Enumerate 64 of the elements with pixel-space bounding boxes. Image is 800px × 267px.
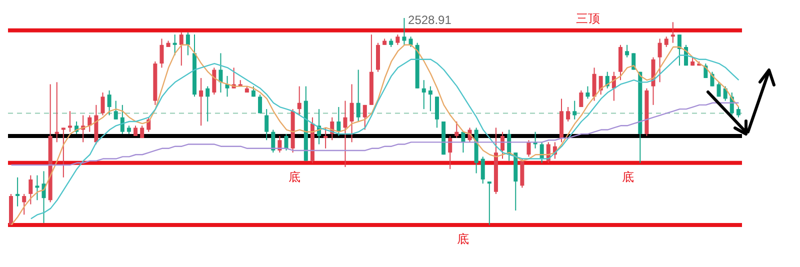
candlestick: [736, 106, 740, 118]
candlestick: [179, 32, 184, 66]
ref-line-label: 底: [457, 232, 470, 246]
candlestick: [566, 106, 570, 122]
candlestick: [579, 90, 584, 108]
candlestick: [434, 96, 439, 128]
candlestick: [114, 100, 118, 120]
candlestick: [134, 125, 138, 136]
candlestick: [54, 82, 59, 143]
candlestick: [526, 140, 531, 158]
candlestick: [356, 69, 360, 122]
candlestick: [258, 94, 262, 114]
candlestick: [670, 22, 675, 44]
candlestick: [625, 44, 630, 58]
candlestick: [186, 32, 190, 56]
candlestick: [107, 90, 112, 116]
candlestick: [454, 121, 459, 139]
candlestick: [100, 92, 105, 116]
candlestick: [212, 67, 216, 96]
candlestick: [396, 34, 400, 46]
candlestick: [61, 127, 66, 178]
candlestick: [28, 174, 33, 205]
candlestick: [16, 176, 20, 207]
candlestick: [664, 36, 668, 48]
candlestick: [677, 34, 682, 66]
candlestick: [422, 80, 426, 110]
candlestick: [218, 52, 223, 94]
candlestick: [206, 86, 210, 122]
candlestick: [448, 135, 452, 170]
candlestick: [160, 38, 164, 68]
candlestick: [88, 114, 92, 132]
candlestick: [22, 193, 26, 216]
candlestick: [586, 86, 590, 100]
candlestick: [199, 78, 204, 126]
candlestick: [632, 52, 636, 70]
candlestick: [140, 125, 144, 139]
candlestick: [264, 108, 269, 141]
annotation: 底: [622, 170, 634, 184]
ref-line-label: 底: [288, 170, 300, 184]
candlestick: [343, 100, 348, 168]
candlestick: [480, 156, 485, 184]
candlestick: [658, 38, 662, 83]
candlestick: [592, 67, 596, 102]
candlestick: [428, 86, 432, 112]
ref-line-label: 三顶: [576, 11, 600, 26]
candlestick: [572, 100, 577, 120]
candlestick: [408, 36, 413, 48]
candlestick: [710, 71, 714, 87]
candlestick: [350, 84, 354, 143]
candlestick: [297, 86, 302, 116]
candlestick: [487, 181, 492, 225]
candlestick: [278, 135, 282, 154]
candlestick: [35, 174, 40, 201]
candlestick: [120, 104, 124, 134]
candlestick: [402, 18, 406, 46]
candlestick: [362, 104, 367, 130]
candlestick: [284, 133, 288, 151]
candlestick: [172, 34, 177, 56]
candlestick: [271, 129, 276, 154]
annotation: 2528.91: [408, 13, 452, 27]
candlestick: [324, 127, 328, 149]
candlestick: [716, 82, 721, 98]
candlestick: [336, 106, 341, 136]
candlestick: [68, 110, 72, 132]
